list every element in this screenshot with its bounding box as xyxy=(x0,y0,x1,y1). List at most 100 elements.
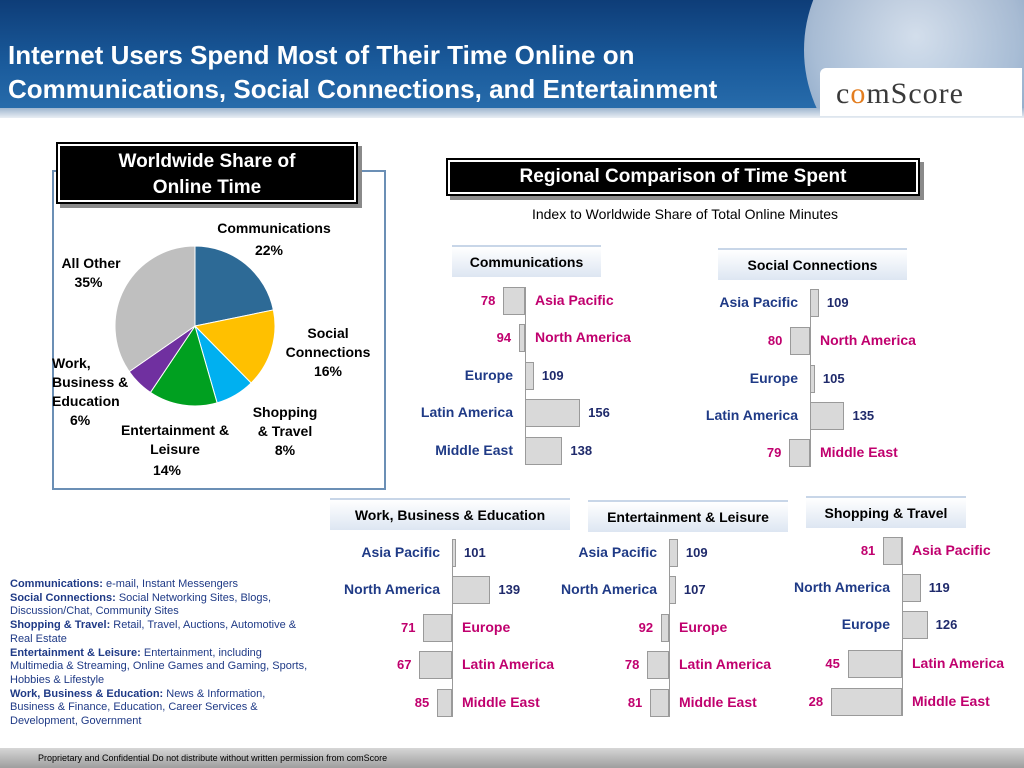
legend-item-social: Social Connections: Social Networking Si… xyxy=(10,591,272,618)
social-connections-label-europe: Europe xyxy=(749,370,798,386)
entertainment-leisure-value-middle-east: 81 xyxy=(627,695,643,710)
page-title-line2: Communications, Social Connections, and … xyxy=(8,74,718,104)
social-connections-label-asia-pacific: Asia Pacific xyxy=(719,294,798,310)
regional-section-heading: Regional Comparison of Time Spent xyxy=(448,160,918,194)
communications-label-asia-pacific: Asia Pacific xyxy=(535,292,614,308)
work-business-education-bar xyxy=(452,539,456,567)
comscore-logo: comScore xyxy=(820,68,1022,116)
communications-bar xyxy=(525,437,563,465)
shopping-travel-bar xyxy=(883,537,902,565)
shopping-travel-bar xyxy=(831,688,902,716)
social-connections-value-europe: 105 xyxy=(822,371,845,386)
entertainment-leisure-label-europe: Europe xyxy=(679,619,728,635)
work-business-education-label-north-america: North America xyxy=(344,581,440,597)
shopping-travel-label-europe: Europe xyxy=(841,616,890,632)
work-business-education-value-middle-east: 85 xyxy=(414,695,430,710)
entertainment-leisure-bar xyxy=(647,651,669,679)
tab-entertainment-leisure: Entertainment & Leisure xyxy=(588,500,788,532)
communications-label-latin-america: Latin America xyxy=(420,404,513,420)
work-business-education-bar xyxy=(452,576,491,604)
work-business-education-baseline xyxy=(452,539,453,717)
shopping-travel-value-latin-america: 45 xyxy=(825,656,840,671)
legend-item-work: Work, Business & Education: News & Infor… xyxy=(10,687,266,728)
communications-bar xyxy=(525,399,581,427)
communications-value-asia-pacific: 78 xyxy=(480,293,496,308)
work-business-education-label-latin-america: Latin America xyxy=(462,656,555,672)
communications-bar xyxy=(519,324,525,352)
shopping-travel-label-north-america: North America xyxy=(794,579,890,595)
work-business-education-label-asia-pacific: Asia Pacific xyxy=(361,544,440,560)
entertainment-leisure-value-asia-pacific: 109 xyxy=(685,545,708,560)
page-title-line1: Internet Users Spend Most of Their Time … xyxy=(8,40,635,70)
work-business-education-bar xyxy=(419,651,452,679)
entertainment-leisure-bar xyxy=(669,576,676,604)
legend-item-entertainment: Entertainment & Leisure: Entertainment, … xyxy=(10,646,308,686)
pie-panel-frame xyxy=(52,170,386,490)
shopping-travel-value-europe: 126 xyxy=(935,617,958,632)
shopping-travel-label-middle-east: Middle East xyxy=(912,693,990,709)
header-stripe xyxy=(0,108,1024,118)
work-business-education-label-europe: Europe xyxy=(462,619,511,635)
social-connections-value-middle-east: 79 xyxy=(766,445,782,460)
communications-bar xyxy=(525,362,534,390)
legend-item-communications: Communications: e-mail, Instant Messenge… xyxy=(10,578,239,590)
entertainment-leisure-value-north-america: 107 xyxy=(683,582,706,597)
logo-text: comScore xyxy=(836,77,964,110)
communications-label-europe: Europe xyxy=(464,367,513,383)
social-connections-value-asia-pacific: 109 xyxy=(826,295,849,310)
pie-panel-frame-top-right xyxy=(358,170,386,172)
social-connections-bar xyxy=(789,439,810,467)
entertainment-leisure-label-middle-east: Middle East xyxy=(679,694,757,710)
shopping-travel-bar xyxy=(847,650,902,678)
pie-label-entertainment: Entertainment & Leisure 14% xyxy=(120,422,230,478)
tab-communications: Communications xyxy=(452,245,601,277)
social-connections-label-north-america: North America xyxy=(820,332,916,348)
tab-shopping-travel: Shopping & Travel xyxy=(806,496,966,528)
entertainment-leisure-bar xyxy=(661,614,669,642)
legend-item-shopping: Shopping & Travel: Retail, Travel, Aucti… xyxy=(10,619,297,645)
work-business-education-value-asia-pacific: 101 xyxy=(464,545,486,560)
communications-label-middle-east: Middle East xyxy=(435,442,513,458)
shopping-travel-value-north-america: 119 xyxy=(928,580,950,595)
pie-label-all-other: All Other 35% xyxy=(61,255,121,290)
footer-bar: Proprietary and Confidential Do not dist… xyxy=(0,748,1024,768)
social-connections-label-middle-east: Middle East xyxy=(820,444,898,460)
communications-bar xyxy=(503,287,525,315)
entertainment-leisure-value-latin-america: 78 xyxy=(624,657,640,672)
shopping-travel-label-asia-pacific: Asia Pacific xyxy=(912,542,991,558)
entertainment-leisure-baseline xyxy=(669,539,670,717)
entertainment-leisure-bar xyxy=(669,539,678,567)
header-banner: Internet Users Spend Most of Their Time … xyxy=(0,0,1024,118)
social-connections-bar xyxy=(790,327,810,355)
social-connections-bar xyxy=(810,402,845,430)
entertainment-leisure-value-europe: 92 xyxy=(638,620,654,635)
entertainment-leisure-label-latin-america: Latin America xyxy=(679,656,772,672)
communications-value-europe: 109 xyxy=(541,368,564,383)
communications-value-latin-america: 156 xyxy=(588,405,610,420)
entertainment-leisure-label-north-america: North America xyxy=(561,581,657,597)
shopping-travel-value-middle-east: 28 xyxy=(808,694,824,709)
social-connections-value-latin-america: 135 xyxy=(852,408,875,423)
page-title: Internet Users Spend Most of Their Time … xyxy=(8,38,828,106)
pie-panel-frame-top-left xyxy=(52,170,60,172)
social-connections-label-latin-america: Latin America xyxy=(705,407,798,423)
work-business-education-value-latin-america: 67 xyxy=(397,657,412,672)
work-business-education-value-europe: 71 xyxy=(400,620,416,635)
pie-label-communications: Communications 22% xyxy=(217,220,331,258)
footer-text: Proprietary and Confidential Do not dist… xyxy=(38,753,388,763)
entertainment-leisure-label-asia-pacific: Asia Pacific xyxy=(578,544,657,560)
work-business-education-bar xyxy=(423,614,452,642)
tab-social-connections: Social Connections xyxy=(718,248,907,280)
regional-subtitle: Index to Worldwide Share of Total Online… xyxy=(531,206,839,222)
pie-label-social: Social Connections 16% xyxy=(285,325,371,379)
pie-label-work: Work, Business & Education 6% xyxy=(52,355,129,428)
communications-label-north-america: North America xyxy=(535,329,631,345)
tab-work-business-education: Work, Business & Education xyxy=(330,498,570,530)
communications-value-north-america: 94 xyxy=(496,330,512,345)
pie-section-heading: Worldwide Share of Online Time xyxy=(58,144,356,202)
shopping-travel-bar xyxy=(902,611,928,639)
social-connections-bar xyxy=(810,289,819,317)
work-business-education-label-middle-east: Middle East xyxy=(462,694,540,710)
work-business-education-value-north-america: 139 xyxy=(498,582,521,597)
category-definitions: Communications: e-mail, Instant Messenge… xyxy=(10,578,310,729)
